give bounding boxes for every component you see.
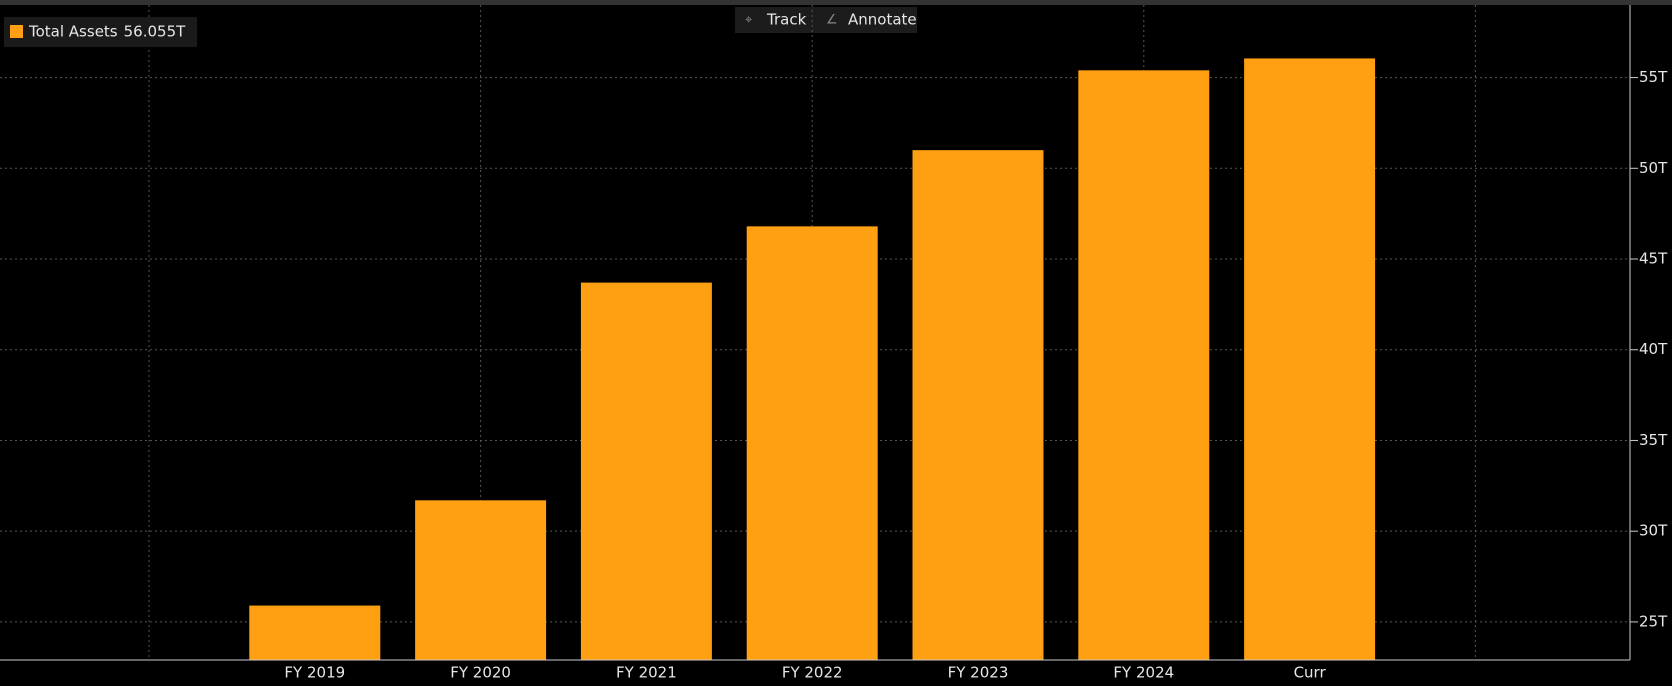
x-tick-label: FY 2022 — [782, 664, 843, 682]
x-tick-label: Curr — [1294, 664, 1327, 682]
bar — [415, 500, 547, 660]
x-tick-label: FY 2020 — [450, 664, 511, 682]
bar — [249, 605, 381, 660]
legend-value: 56.055T — [124, 23, 186, 41]
y-tick-label: 45T — [1639, 250, 1668, 268]
toolbar: ⌖ Track ∠ Annotate — [735, 7, 917, 33]
top-bar — [0, 0, 1672, 5]
y-tick-label: 40T — [1639, 340, 1668, 358]
track-icon: ⌖ — [745, 13, 753, 28]
bar — [746, 226, 878, 660]
bar — [580, 282, 712, 660]
y-tick-label: 50T — [1639, 159, 1668, 177]
x-tick-label: FY 2021 — [616, 664, 677, 682]
x-tick-label: FY 2019 — [284, 664, 345, 682]
bar — [1078, 70, 1210, 661]
bar — [912, 150, 1044, 661]
legend-label: Total Assets — [28, 23, 118, 41]
legend-swatch — [10, 25, 23, 38]
x-tick-label: FY 2024 — [1113, 664, 1174, 682]
bar — [1244, 58, 1376, 661]
x-tick-label: FY 2023 — [948, 664, 1009, 682]
legend-bg — [4, 17, 197, 47]
toolbar-track[interactable]: Track — [766, 11, 807, 29]
y-tick-label: 25T — [1639, 612, 1668, 630]
y-tick-label: 35T — [1639, 431, 1668, 449]
toolbar-annotate[interactable]: Annotate — [848, 11, 917, 29]
y-tick-label: 30T — [1639, 522, 1668, 540]
y-tick-label: 55T — [1639, 68, 1668, 86]
annotate-icon: ∠ — [826, 13, 838, 28]
toolbar-bg — [735, 7, 917, 33]
